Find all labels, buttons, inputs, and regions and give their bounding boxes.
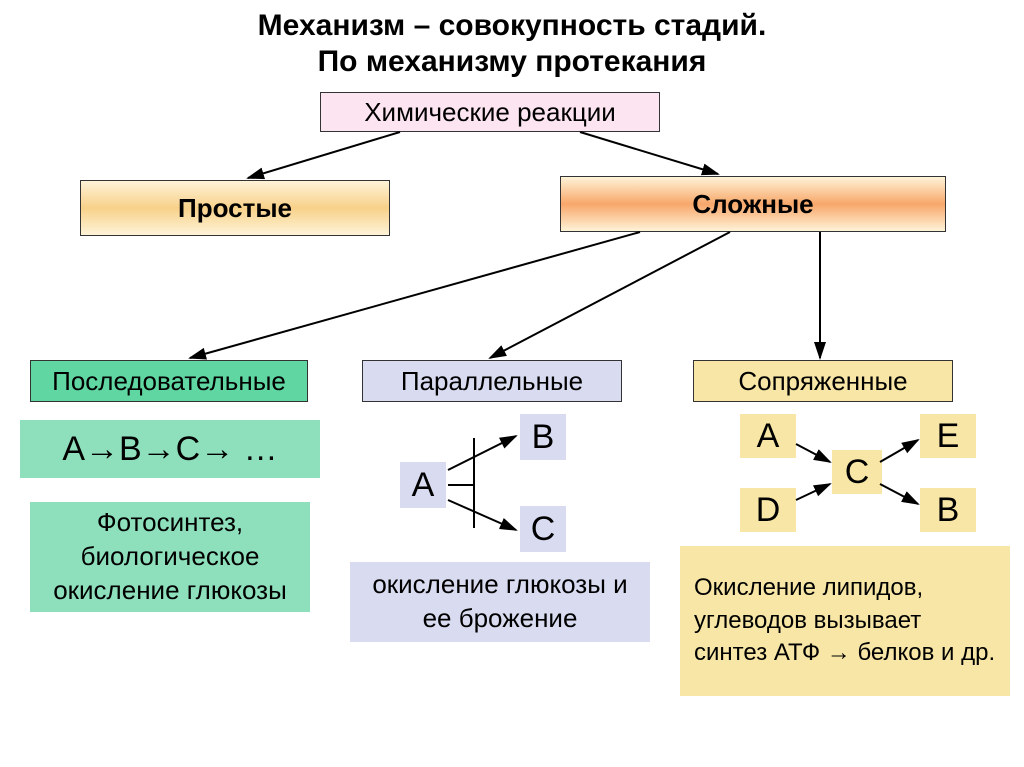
sequential-header: Последовательные: [30, 360, 308, 402]
conjugated-node-c: С: [832, 450, 882, 494]
sequential-example: Фотосинтез, биологическое окисление глюк…: [30, 502, 310, 612]
parallel-label: Параллельные: [401, 366, 583, 397]
parallel-header: Параллельные: [362, 360, 622, 402]
conjugated-header: Сопряженные: [693, 360, 953, 402]
title-line-1: Механизм – совокупность стадий.: [0, 8, 1024, 44]
complex-label: Сложные: [692, 189, 813, 220]
root-label: Химические реакции: [364, 97, 616, 128]
conjugated-example: Окисление липидов, углеводов вызывает си…: [680, 546, 1010, 696]
conjugated-example-text: Окисление липидов, углеводов вызывает си…: [694, 572, 996, 669]
parallel-node-b: В: [520, 414, 566, 460]
sequential-example-text: Фотосинтез, биологическое окисление глюк…: [36, 506, 304, 607]
conjugated-node-a: А: [740, 414, 796, 458]
parallel-node-a: А: [400, 462, 446, 508]
complex-node: Сложные: [560, 176, 946, 232]
conjugated-node-d: D: [740, 488, 796, 532]
parallel-node-c: С: [520, 506, 566, 552]
conjugated-node-b: В: [920, 488, 976, 532]
sequential-formula-text: А→В→С→ …: [62, 430, 277, 469]
conjugated-label: Сопряженные: [738, 366, 907, 397]
parallel-example-text: окисление глюкозы и ее брожение: [356, 568, 644, 636]
page-title: Механизм – совокупность стадий. По механ…: [0, 0, 1024, 80]
simple-label: Простые: [178, 193, 292, 224]
sequential-formula: А→В→С→ …: [20, 420, 320, 478]
title-line-2: По механизму протекания: [0, 44, 1024, 80]
parallel-example: окисление глюкозы и ее брожение: [350, 562, 650, 642]
sequential-label: Последовательные: [52, 366, 286, 397]
simple-node: Простые: [80, 180, 390, 236]
root-node: Химические реакции: [320, 92, 660, 132]
conjugated-node-e: Е: [920, 414, 976, 458]
